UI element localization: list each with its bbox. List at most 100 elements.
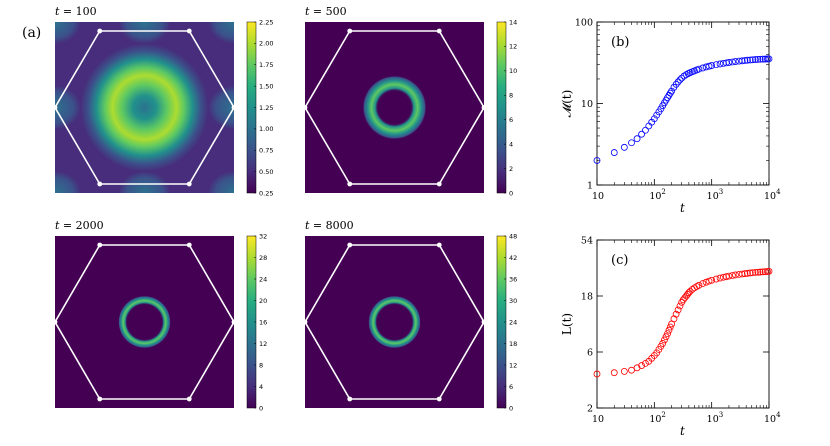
data-point xyxy=(686,287,694,295)
data-point xyxy=(738,57,746,65)
heatmap-title: t = 100 xyxy=(55,5,97,18)
density-lobe xyxy=(55,22,81,44)
hexagon-vertex xyxy=(231,319,237,325)
plot-frame xyxy=(596,239,770,409)
panel-label: (c) xyxy=(611,253,628,268)
data-point xyxy=(665,326,673,334)
colorbar-tick-label: 20 xyxy=(259,297,267,305)
density-lobe xyxy=(118,22,171,44)
hexagon-vertex xyxy=(52,319,58,325)
x-tick-label: 102 xyxy=(649,188,666,202)
colorbar-tick-label: 2.25 xyxy=(259,18,273,26)
data-point xyxy=(732,58,739,65)
y-axis-label: L(t) xyxy=(560,313,574,335)
hexagon-vertex xyxy=(186,396,192,402)
plot-panel-c: 10 102 103 104 2 6 18 54 t L(t) (c) xyxy=(560,236,781,439)
colorbar-tick-label: 2 xyxy=(509,165,513,173)
density-lobe xyxy=(55,171,81,193)
hexagon-vertex xyxy=(302,319,308,325)
colorbar-tick-label: 12 xyxy=(259,340,267,348)
heatmap-a2: t = 500 14 12 10 8 6 4 2 0 xyxy=(302,5,517,197)
data-point xyxy=(708,62,716,69)
y-tick-label: 6 xyxy=(587,348,593,359)
colorbar-tick-label: 8 xyxy=(259,361,263,369)
colorbar-tick-label: 12 xyxy=(509,361,517,369)
y-tick-label: 10 xyxy=(581,99,593,110)
colorbar-tick-label: 1.25 xyxy=(259,104,273,112)
colorbar-tick-label: 18 xyxy=(509,340,517,348)
data-point xyxy=(666,323,674,331)
data-point xyxy=(661,336,668,344)
data-point xyxy=(676,76,684,84)
data-point xyxy=(674,78,682,86)
hexagon-vertex xyxy=(186,242,192,248)
heatmap-a4: t = 8000 48 42 36 30 24 18 12 6 0 xyxy=(302,219,517,412)
data-point xyxy=(708,276,716,284)
data-point xyxy=(756,55,764,63)
hexagon-vertex xyxy=(347,28,353,34)
data-point xyxy=(610,149,618,156)
data-point xyxy=(743,56,751,64)
density-ring xyxy=(80,43,209,172)
y-tick-label: 54 xyxy=(581,236,593,247)
colorbar-tick-label: 42 xyxy=(509,254,517,262)
colorbar-tick-label: 48 xyxy=(509,232,517,240)
hexagon-vertex xyxy=(302,105,308,110)
x-tick-label: 10 xyxy=(592,414,604,425)
data-point xyxy=(741,57,749,64)
data-point xyxy=(699,280,707,287)
hexagon-vertex xyxy=(97,242,103,248)
density-ring xyxy=(118,296,171,348)
data-point xyxy=(610,369,618,377)
hexagon-vertex xyxy=(481,105,487,110)
colorbar-tick-label: 28 xyxy=(259,254,267,262)
colorbar-tick-label: 0 xyxy=(509,404,513,412)
data-point xyxy=(620,143,628,151)
data-point xyxy=(761,268,769,276)
data-point xyxy=(672,80,680,88)
colorbar-tick-label: 36 xyxy=(509,275,517,283)
data-point xyxy=(729,58,736,66)
data-point xyxy=(761,55,769,63)
heatmap-panels: t = 100 2.25 2.00 1.75 1.50 1.25 1.00 0.75 0.50 0… xyxy=(52,5,517,412)
data-point xyxy=(620,368,628,375)
hexagon-vertex xyxy=(436,28,442,34)
data-point xyxy=(699,64,707,72)
data-point xyxy=(716,60,724,68)
data-point xyxy=(746,56,754,64)
colorbar-tick-label: 0.25 xyxy=(259,189,273,197)
data-point xyxy=(676,302,684,310)
panel-label: (b) xyxy=(611,35,629,50)
data-point xyxy=(738,270,746,278)
data-point xyxy=(670,315,678,323)
data-point xyxy=(666,89,674,97)
data-point xyxy=(695,65,703,73)
data-point xyxy=(752,56,759,63)
data-point xyxy=(725,272,733,280)
data-point xyxy=(695,281,703,289)
data-point xyxy=(725,59,733,66)
data-point xyxy=(765,55,773,63)
data-point xyxy=(729,272,736,279)
hexagon-vertex xyxy=(186,28,192,34)
data-point xyxy=(668,87,675,95)
data-point xyxy=(674,306,682,314)
data-point xyxy=(628,366,635,374)
density-ring xyxy=(368,296,421,348)
hexagon-vertex xyxy=(347,396,353,402)
data-point xyxy=(746,269,754,277)
hexagon-vertex xyxy=(186,181,192,187)
x-axis-label: t xyxy=(680,424,685,438)
data-point xyxy=(712,275,720,283)
x-tick-label: 103 xyxy=(707,188,724,202)
data-point xyxy=(732,271,739,279)
colorbar-tick-label: 1.00 xyxy=(259,125,273,133)
colorbar-tick-label: 0.50 xyxy=(259,168,273,176)
colorbar-tick-label: 24 xyxy=(259,275,267,283)
data-point xyxy=(633,135,641,143)
x-tick-label: 104 xyxy=(764,188,781,202)
y-axis-label: 𝓜(t) xyxy=(560,90,574,118)
hexagon-vertex xyxy=(436,181,442,187)
